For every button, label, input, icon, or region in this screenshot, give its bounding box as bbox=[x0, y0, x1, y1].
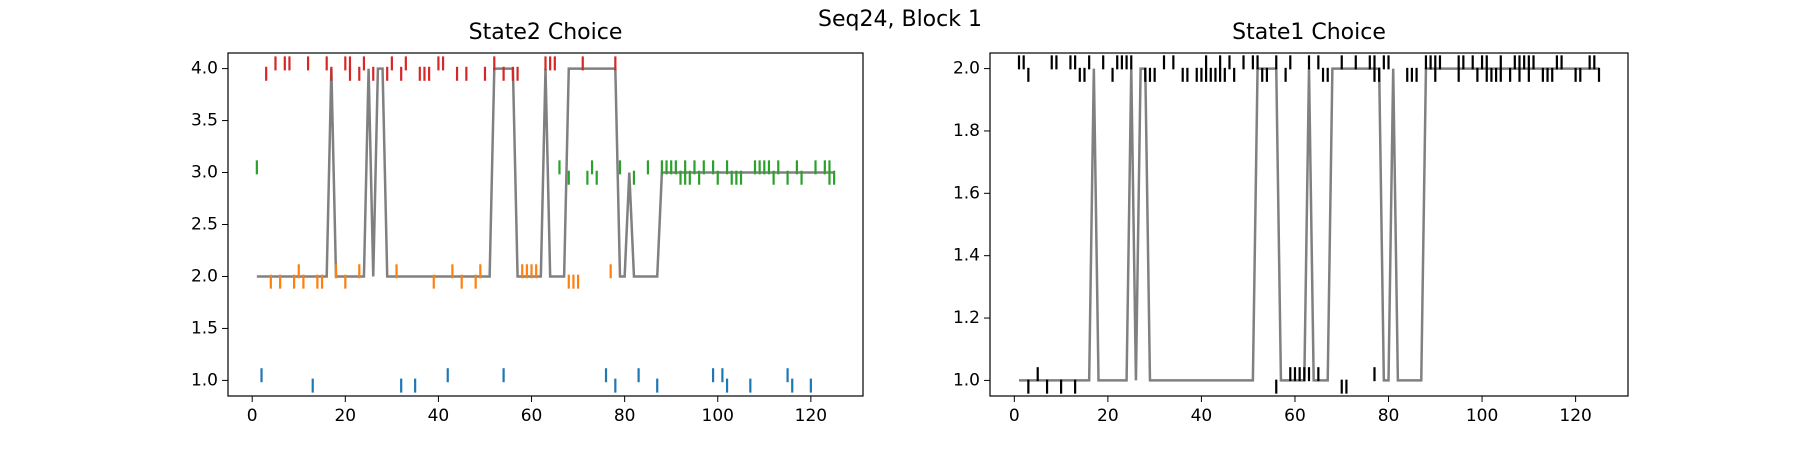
y-tick-label: 2.0 bbox=[953, 59, 980, 79]
y-tick-label: 1.8 bbox=[953, 121, 980, 141]
x-tick-label: 60 bbox=[1284, 406, 1306, 426]
y-tick-label: 1.4 bbox=[953, 246, 980, 266]
figure-title: Seq24, Block 1 bbox=[818, 7, 982, 32]
y-tick-label: 2.0 bbox=[191, 266, 218, 286]
axes-title: State1 Choice bbox=[1232, 20, 1386, 45]
axes-frame bbox=[227, 52, 864, 397]
x-tick-label: 100 bbox=[702, 406, 734, 426]
y-tick-label: 3.0 bbox=[191, 163, 218, 183]
axes-frame bbox=[989, 52, 1629, 397]
x-tick-label: 0 bbox=[247, 406, 258, 426]
y-tick-label: 1.0 bbox=[191, 370, 218, 390]
x-tick-label: 20 bbox=[1097, 406, 1119, 426]
x-tick-label: 80 bbox=[614, 406, 636, 426]
y-tick-label: 3.5 bbox=[191, 111, 218, 131]
y-tick-label: 1.6 bbox=[953, 183, 980, 203]
x-tick-label: 40 bbox=[1191, 406, 1213, 426]
axes: State2 Choice 0 20 40 60 80 100 120 1.0 1.5 2.0 2.5… bbox=[191, 20, 864, 426]
x-tick-label: 40 bbox=[428, 406, 450, 426]
axes-title: State2 Choice bbox=[469, 20, 623, 45]
x-tick-label: 60 bbox=[521, 406, 543, 426]
y-tick-label: 1.5 bbox=[191, 318, 218, 338]
x-tick-label: 120 bbox=[795, 406, 827, 426]
x-tick-label: 120 bbox=[1559, 406, 1591, 426]
x-tick-label: 80 bbox=[1378, 406, 1400, 426]
y-tick-label: 4.0 bbox=[191, 59, 218, 79]
x-tick-label: 0 bbox=[1009, 406, 1020, 426]
axes: State1 Choice 0 20 40 60 80 100 120 1.0 1.2 1.4 1.6… bbox=[953, 20, 1629, 426]
y-tick-label: 2.5 bbox=[191, 215, 218, 235]
y-tick-label: 1.2 bbox=[953, 308, 980, 328]
x-tick-label: 100 bbox=[1466, 406, 1498, 426]
x-tick-label: 20 bbox=[334, 406, 356, 426]
y-tick-label: 1.0 bbox=[953, 370, 980, 390]
